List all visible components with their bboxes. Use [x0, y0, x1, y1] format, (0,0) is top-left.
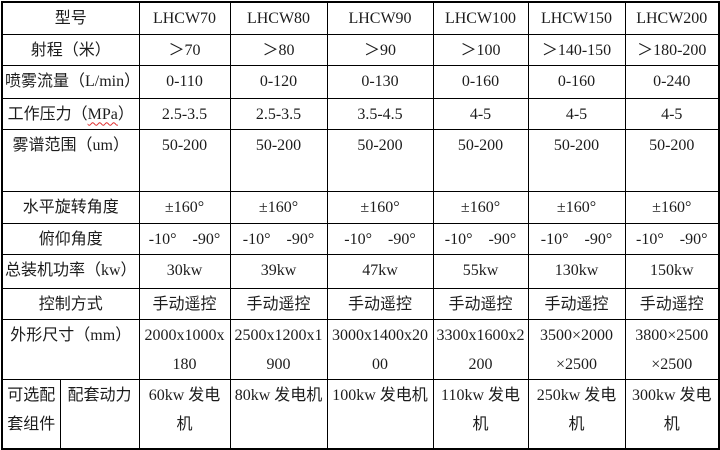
spec-value-cell: 130kw — [527, 253, 626, 289]
spec-value-cell: 4-5 — [432, 97, 529, 130]
spec-value-cell: ±160° — [138, 190, 231, 224]
column-header-lhcw100: LHCW100 — [432, 1, 529, 35]
spec-value-cell: 0-130 — [326, 64, 434, 99]
spec-value-cell: 0-240 — [624, 64, 720, 99]
spec-value-cell: 手动遥控 — [527, 287, 626, 320]
table-row: 射程（米） ＞70 ＞80 ＞90 ＞100 ＞140-150 ＞180-200 — [1, 33, 720, 66]
spec-value-cell: 手动遥控 — [229, 287, 328, 320]
table-row: 雾谱范围（um） 50-200 50-200 50-200 50-200 50-200 50… — [1, 128, 720, 192]
spec-value-cell: 3500×2000 ×2500 — [527, 318, 626, 380]
generator-value-cell: 80kw 发电机 — [229, 378, 328, 450]
spec-value-cell: ±160° — [229, 190, 328, 224]
spec-value-cell: 4-5 — [527, 97, 626, 130]
table-row: 总装机功率（kw） 30kw 39kw 47kw 55kw 130kw 150kw — [1, 253, 720, 289]
row-label: 工作压力（MPa） — [1, 97, 140, 130]
row-label: 喷雾流量（L/min） — [1, 64, 140, 99]
spec-value-cell: -10° -90° — [138, 222, 231, 255]
generator-value-cell: 100kw 发电机 — [326, 378, 434, 450]
generator-value-cell: 250kw 发电 机 — [527, 378, 626, 450]
footer-power-label: 配套动力 — [59, 378, 140, 450]
spec-value-cell: 3000x1400x20 00 — [326, 318, 434, 380]
spec-value-cell: -10° -90° — [624, 222, 720, 255]
footer-left-label: 可选配 套组件 — [1, 378, 61, 450]
generator-value-cell: 110kw 发电机 — [432, 378, 529, 450]
spec-value-cell: 150kw — [624, 253, 720, 289]
spec-value-cell: 3.5-4.5 — [326, 97, 434, 130]
spec-value-cell: 0-160 — [432, 64, 529, 99]
column-header-lhcw70: LHCW70 — [138, 1, 231, 35]
spec-value-cell: 0-110 — [138, 64, 231, 99]
column-header-lhcw150: LHCW150 — [527, 1, 626, 35]
spec-value-cell: 手动遥控 — [138, 287, 231, 320]
spec-value-cell: ±160° — [527, 190, 626, 224]
spec-value-cell: 手动遥控 — [432, 287, 529, 320]
generator-value-cell: 300kw 发电 机 — [624, 378, 720, 450]
table-row: 喷雾流量（L/min） 0-110 0-120 0-130 0-160 0-160 0-24… — [1, 64, 720, 99]
spec-value-cell: -10° -90° — [326, 222, 434, 255]
spellcheck-wavy-underline: MPa — [87, 105, 118, 123]
spec-value-cell: ＞140-150 — [527, 33, 626, 66]
spec-value-cell: 50-200 — [624, 128, 720, 192]
spec-value-cell: 30kw — [138, 253, 231, 289]
spec-value-cell: ±160° — [432, 190, 529, 224]
spec-value-cell: 2000x1000x 180 — [138, 318, 231, 380]
spec-value-cell: -10° -90° — [432, 222, 529, 255]
spec-value-cell: 2.5-3.5 — [229, 97, 328, 130]
spec-value-cell: 39kw — [229, 253, 328, 289]
spec-value-cell: 0-160 — [527, 64, 626, 99]
spec-value-cell: 50-200 — [229, 128, 328, 192]
column-header-lhcw200: LHCW200 — [624, 1, 720, 35]
spec-value-cell: ＞80 — [229, 33, 328, 66]
spec-value-cell: 2500x1200x1 900 — [229, 318, 328, 380]
header-row: 型号 LHCW70 LHCW80 LHCW90 LHCW100 LHCW150 … — [1, 1, 720, 35]
header-model-label: 型号 — [1, 1, 140, 35]
spec-value-cell: 2.5-3.5 — [138, 97, 231, 130]
spec-value-cell: 50-200 — [432, 128, 529, 192]
spec-value-cell: 50-200 — [138, 128, 231, 192]
generator-value-cell: 60kw 发电机 — [138, 378, 231, 450]
row-label: 总装机功率（kw） — [1, 253, 140, 289]
table-row: 控制方式 手动遥控 手动遥控 手动遥控 手动遥控 手动遥控 手动遥控 — [1, 287, 720, 320]
spec-value-cell: 手动遥控 — [624, 287, 720, 320]
spec-value-cell: ±160° — [624, 190, 720, 224]
column-header-lhcw80: LHCW80 — [229, 1, 328, 35]
row-label: 雾谱范围（um） — [1, 128, 140, 192]
spec-value-cell: ＞90 — [326, 33, 434, 66]
spec-value-cell: 50-200 — [527, 128, 626, 192]
table-row: 水平旋转角度 ±160° ±160° ±160° ±160° ±160° ±160° — [1, 190, 720, 224]
spec-value-cell: ＞180-200 — [624, 33, 720, 66]
spec-value-cell: 55kw — [432, 253, 529, 289]
spec-value-cell: 3300x1600x2 200 — [432, 318, 529, 380]
spec-value-cell: -10° -90° — [229, 222, 328, 255]
spec-value-cell: 50-200 — [326, 128, 434, 192]
table-row: 俯仰角度 -10° -90° -10° -90° -10° -90° -10° -90°… — [1, 222, 720, 255]
row-label: 控制方式 — [1, 287, 140, 320]
spec-value-cell: ＞100 — [432, 33, 529, 66]
spec-value-cell: -10° -90° — [527, 222, 626, 255]
spec-value-cell: ＞70 — [138, 33, 231, 66]
spec-value-cell: 47kw — [326, 253, 434, 289]
table-row: 外形尺寸（mm） 2000x1000x 180 2500x1200x1 900 300… — [1, 318, 720, 380]
spec-value-cell: 3800×2500 ×2500 — [624, 318, 720, 380]
table-row: 工作压力（MPa） 2.5-3.5 2.5-3.5 3.5-4.5 4-5 4-5 4-5 — [1, 97, 720, 130]
spec-value-cell: 手动遥控 — [326, 287, 434, 320]
spec-value-cell: 4-5 — [624, 97, 720, 130]
spec-value-cell: 0-120 — [229, 64, 328, 99]
row-label: 水平旋转角度 — [1, 190, 140, 224]
row-label: 射程（米） — [1, 33, 140, 66]
footer-row: 可选配 套组件 配套动力 60kw 发电机 80kw 发电机 100kw 发电机 110k… — [1, 378, 720, 450]
spec-value-cell: ±160° — [326, 190, 434, 224]
row-label: 俯仰角度 — [1, 222, 140, 255]
row-label: 外形尺寸（mm） — [1, 318, 140, 380]
column-header-lhcw90: LHCW90 — [326, 1, 434, 35]
